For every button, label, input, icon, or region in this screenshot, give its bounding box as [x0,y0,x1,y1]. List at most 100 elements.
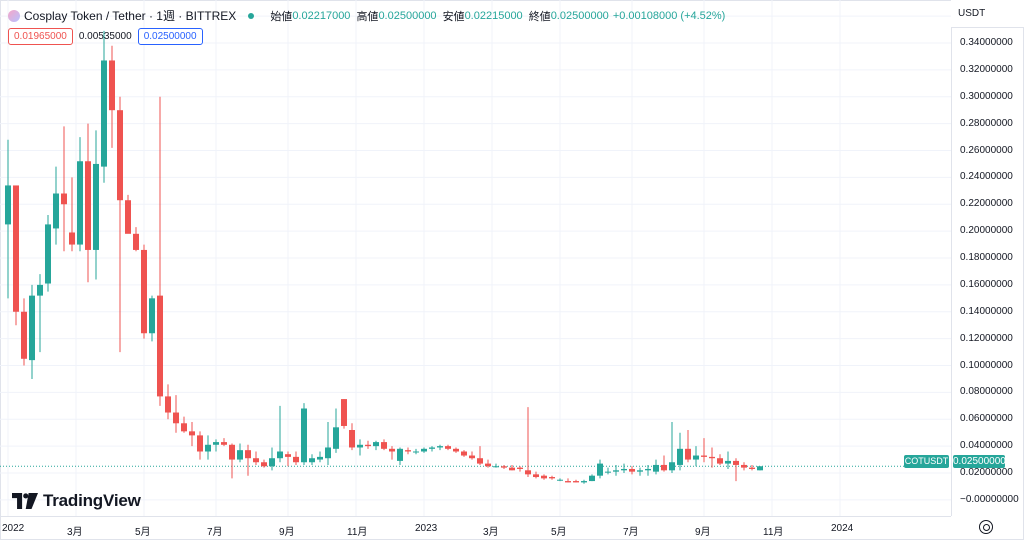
candle-body [469,455,475,459]
candle-body [437,446,443,448]
candle-body [229,444,235,460]
candle-body [237,450,243,460]
candle-body [669,462,675,471]
currency-button[interactable]: USDT [951,0,1024,28]
price-axis-label: 0.28000000 [960,117,1013,129]
candle-body [5,185,11,225]
quote-badges: 0.01965000 0.00535000 0.02500000 [8,28,203,45]
chart-pane[interactable] [0,0,951,516]
candle-body [733,460,739,465]
candle-body [397,448,403,461]
candle-body [717,458,723,464]
time-axis-label: 3月 [483,527,499,538]
candle-body [421,448,427,452]
candle-body [757,466,763,471]
candle-body [661,464,667,471]
price-axis-label: 0.22000000 [960,198,1013,210]
candle-body [205,444,211,452]
time-axis[interactable]: 2022 3月 5月 7月 9月 11月 2023 3月 5月 7月 9月 11月 2024 [0,516,951,540]
candle-body [213,442,219,445]
high-value: 0.02500000 [378,9,437,22]
time-axis-label: 7月 [207,527,223,538]
candle-body [621,468,627,471]
candle-body [157,295,163,397]
time-axis-label: 2024 [831,523,854,534]
cosplay-token-logo-icon [8,9,20,22]
candle-body [189,431,195,436]
candle-body [637,470,643,472]
price-axis-label: 0.18000000 [960,252,1013,263]
candle-body [69,232,75,245]
price-axis-label: 0.32000000 [960,63,1013,75]
candle-body [45,224,51,284]
candle-body [541,475,547,479]
candle-body [645,468,651,471]
tradingview-logo-icon [12,493,38,509]
candle-body [93,163,99,250]
sell-price-badge[interactable]: 0.01965000 [8,28,73,45]
price-axis-label: 0.06000000 [960,413,1013,425]
candle-body [549,477,555,479]
market-status-dot-icon [248,12,255,19]
candlestick-plot[interactable] [0,0,951,516]
candle-body [493,466,499,468]
candle-body [653,464,659,472]
candle-body [245,450,251,459]
time-axis-label: 9月 [695,527,711,538]
time-axis-label: 5月 [135,527,151,538]
symbol-title[interactable]: Cosplay Token / Tether · 1週 · BITTREX [24,9,237,23]
candle-body [701,455,707,457]
candle-body [709,456,715,459]
candle-body [453,448,459,452]
candle-body [21,311,27,359]
candle-body [741,464,747,468]
candle-body [413,451,419,453]
candle-body [725,460,731,464]
price-axis-label: −0.00000000 [960,493,1019,505]
price-axis-label: 0.16000000 [960,278,1013,290]
price-axis-label: 0.24000000 [960,171,1013,183]
candle-body [253,458,259,463]
candle-body [125,200,131,234]
change-value: +0.00108000 (+4.52%) [612,9,726,22]
candle-body [149,298,155,334]
price-axis-label: 0.10000000 [960,359,1013,371]
candle-body [629,468,635,472]
candle-body [221,442,227,445]
candle-body [117,110,123,201]
candle-body [85,161,91,250]
time-axis-label: 2022 [2,523,25,534]
candle-body [429,447,435,449]
price-axis-label: 0.04000000 [960,440,1013,452]
candle-body [381,442,387,449]
candle-body [677,448,683,465]
symbol-legend: Cosplay Token / Tether · 1週 · BITTREX 始値… [8,7,725,24]
candle-body [181,423,187,432]
candle-body [389,448,395,452]
candle-body [333,427,339,449]
candle-body [565,481,571,483]
time-axis-label: 11月 [347,527,368,538]
candle-body [61,193,67,205]
time-axis-label: 5月 [551,527,567,538]
buy-price-badge[interactable]: 0.02500000 [137,28,203,45]
tradingview-brand: TradingView [43,491,141,510]
candle-body [141,249,147,334]
spread-value: 0.00535000 [78,31,132,42]
candle-body [165,396,171,413]
candle-body [261,462,267,467]
time-axis-label: 7月 [623,527,639,538]
candle-body [317,456,323,460]
candle-body [109,60,115,111]
candle-body [749,467,755,469]
candle-body [301,408,307,463]
low-label: 安値 [442,10,465,23]
tradingview-watermark[interactable]: TradingView [12,491,141,511]
candle-body [101,60,107,167]
candle-body [285,454,291,457]
price-axis[interactable]: 0.360000000.340000000.320000000.30000000… [951,0,1024,516]
price-axis-label: 0.12000000 [960,332,1013,344]
time-axis-label: 11月 [763,527,784,538]
chart-settings-gear-icon[interactable] [979,520,993,534]
candle-body [693,455,699,460]
